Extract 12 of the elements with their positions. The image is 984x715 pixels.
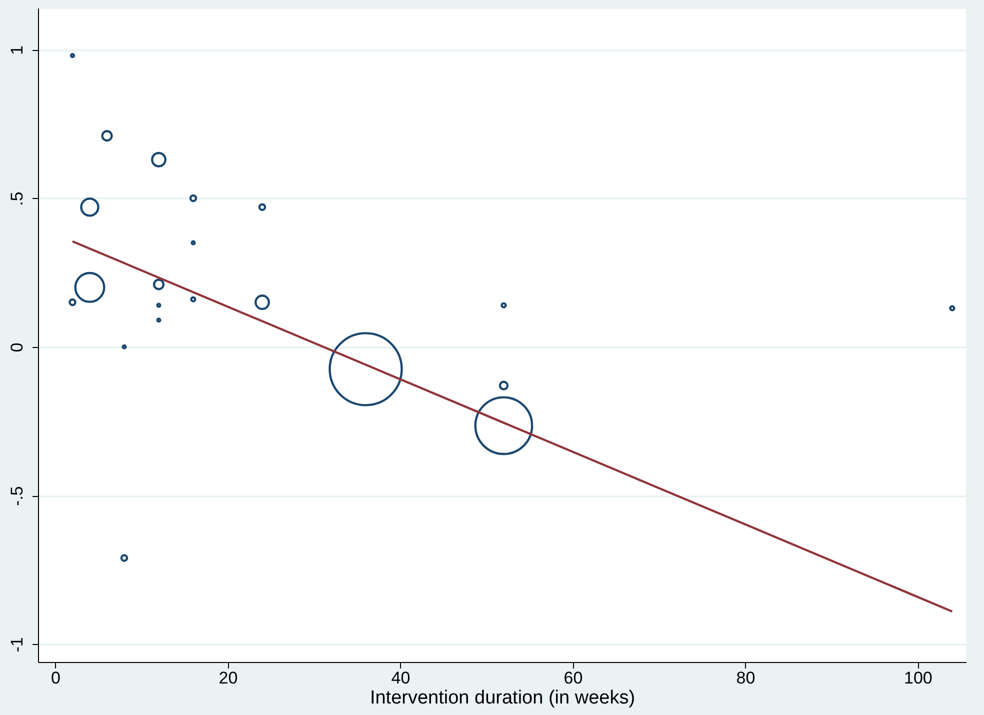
- y-tick-label: 1: [8, 45, 26, 55]
- x-tick-label: 60: [564, 668, 583, 688]
- x-tick-label: 0: [51, 668, 60, 688]
- y-tick-label: .5: [8, 192, 26, 206]
- y-tick-label: -1: [8, 637, 26, 652]
- x-tick-label: 40: [391, 668, 410, 688]
- x-tick-label: 80: [736, 668, 756, 688]
- y-tick-label: 0: [8, 342, 26, 352]
- x-axis-title: Intervention duration (in weeks): [370, 688, 636, 708]
- x-tick-label: 20: [218, 668, 238, 688]
- y-tick-label: -.5: [8, 486, 26, 506]
- x-tick-label: 100: [904, 668, 932, 688]
